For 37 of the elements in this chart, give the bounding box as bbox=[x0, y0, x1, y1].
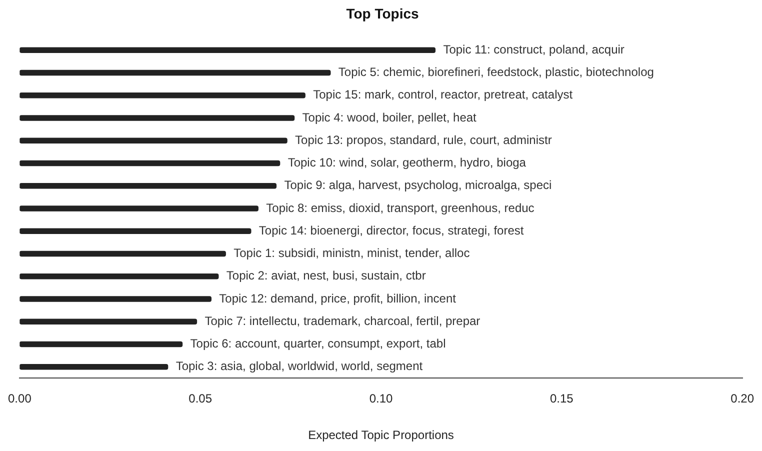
y-tick-label: Topic 1: subsidi, ministn, minist, tender, alloc bbox=[234, 246, 470, 260]
bar bbox=[20, 296, 212, 302]
x-tick-label: 0.10 bbox=[369, 392, 393, 406]
bar bbox=[20, 138, 288, 144]
x-tick-label: 0.05 bbox=[188, 392, 212, 406]
y-tick-label: Topic 7: intellectu, trademark, charcoal, fertil, prepar bbox=[204, 314, 480, 328]
y-tick-label: Topic 3: asia, global, worldwid, world, segment bbox=[176, 359, 424, 374]
bar bbox=[20, 228, 252, 234]
y-tick-label: Topic 5: chemic, biorefineri, feedstock, plastic, biotechnolog bbox=[338, 65, 654, 80]
bar bbox=[20, 206, 258, 212]
y-tick-label: Topic 10: wind, solar, geotherm, hydro, bioga bbox=[288, 156, 526, 170]
x-axis-title: Expected Topic Proportions bbox=[308, 428, 454, 442]
bar bbox=[20, 250, 226, 257]
bar bbox=[20, 341, 183, 348]
x-tick-label: 0.20 bbox=[730, 392, 754, 406]
chart-title: Top Topics bbox=[346, 5, 419, 22]
bar bbox=[20, 183, 277, 189]
bar bbox=[20, 274, 219, 280]
x-tick-label: 0.00 bbox=[8, 392, 32, 406]
y-tick-label: Topic 15: mark, control, reactor, pretreat, catalyst bbox=[313, 88, 574, 102]
y-tick-label: Topic 11: construct, poland, acquir bbox=[443, 42, 624, 56]
bar bbox=[20, 92, 306, 98]
x-tick-label: 0.15 bbox=[550, 392, 574, 406]
bar bbox=[20, 70, 331, 76]
y-tick-label: Topic 12: demand, price, profit, billion, incent bbox=[219, 291, 457, 306]
bar bbox=[20, 318, 198, 324]
y-tick-label: Topic 4: wood, boiler, pellet, heat bbox=[302, 110, 478, 124]
y-tick-label: Topic 14: bioenergi, director, focus, strategi, forest bbox=[258, 223, 524, 238]
bar bbox=[20, 115, 295, 121]
bar bbox=[20, 364, 168, 370]
y-tick-label: Topic 13: propos, standard, rule, court, administr bbox=[295, 132, 552, 147]
bar bbox=[20, 47, 436, 53]
y-tick-label: Topic 6: account, quarter, consumpt, export, tabl bbox=[190, 336, 446, 351]
y-tick-label: Topic 9: alga, harvest, psycholog, microalga, speci bbox=[284, 178, 552, 192]
bar bbox=[20, 160, 280, 166]
y-tick-label: Topic 8: emiss, dioxid, transport, greenhous, reduc bbox=[266, 200, 534, 215]
y-tick-label: Topic 2: aviat, nest, busi, sustain, ctbr bbox=[226, 268, 426, 283]
